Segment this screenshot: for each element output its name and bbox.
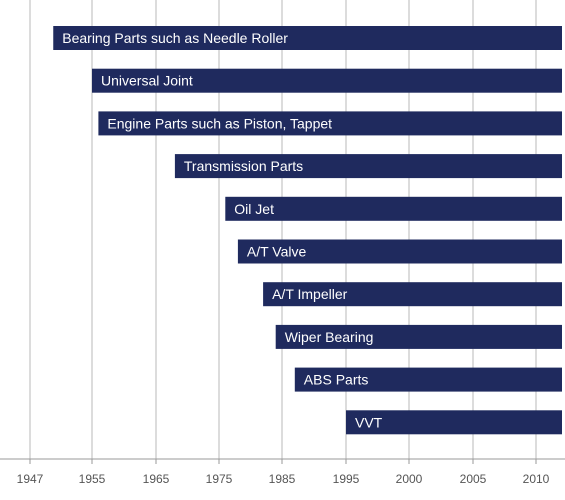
bar bbox=[275, 324, 562, 349]
tick-label: 1975 bbox=[206, 472, 233, 486]
bar bbox=[174, 154, 562, 179]
bar-label: VVT bbox=[355, 414, 383, 430]
bar bbox=[225, 196, 563, 221]
bar-label: Universal Joint bbox=[101, 73, 193, 89]
bar-label: Engine Parts such as Piston, Tappet bbox=[107, 115, 332, 131]
tick-label: 2005 bbox=[460, 472, 487, 486]
bar-label: Wiper Bearing bbox=[285, 329, 374, 345]
tick-label: 1995 bbox=[333, 472, 360, 486]
bar-label: A/T Impeller bbox=[272, 286, 348, 302]
bar bbox=[98, 111, 563, 136]
tick-label: 2010 bbox=[523, 472, 550, 486]
bar bbox=[346, 410, 562, 435]
bar bbox=[294, 367, 562, 392]
bar bbox=[53, 26, 562, 50]
bar bbox=[263, 282, 562, 307]
tick-label: 1985 bbox=[269, 472, 296, 486]
tick-label: 1965 bbox=[143, 472, 170, 486]
x-axis-ticks: 1947 1955 1965 1975 1985 1995 2000 2005 2010 bbox=[17, 459, 550, 486]
bar bbox=[237, 239, 562, 264]
tick-label: 1947 bbox=[17, 472, 44, 486]
bar-label: Oil Jet bbox=[234, 201, 274, 217]
bar-label: A/T Valve bbox=[247, 244, 307, 260]
bar-label: Bearing Parts such as Needle Roller bbox=[62, 30, 288, 46]
bar-label: ABS Parts bbox=[304, 372, 369, 388]
tick-label: 1955 bbox=[79, 472, 106, 486]
bar bbox=[92, 68, 562, 93]
bars: Bearing Parts such as Needle Roller Unive… bbox=[53, 26, 563, 435]
tick-label: 2000 bbox=[396, 472, 423, 486]
bar-label: Transmission Parts bbox=[184, 158, 303, 174]
